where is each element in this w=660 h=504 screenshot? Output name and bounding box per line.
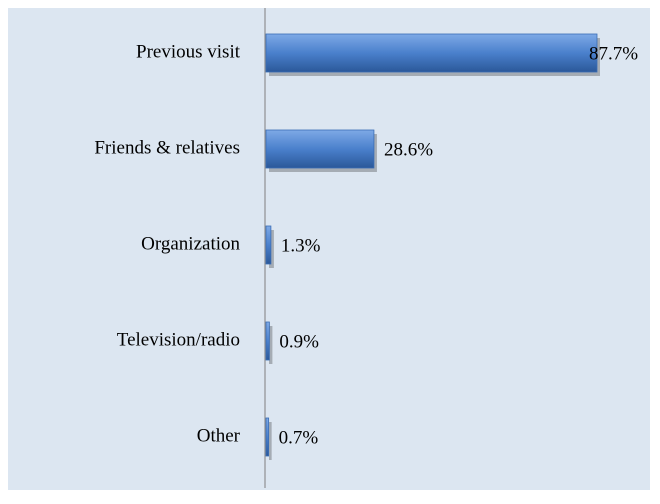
category-label: Other	[197, 425, 241, 446]
bar	[265, 321, 270, 361]
bar	[265, 129, 375, 169]
value-label: 87.7%	[589, 43, 638, 64]
bar-shadow	[269, 326, 273, 364]
bar-shadow	[269, 422, 272, 460]
bar-shadow	[269, 230, 274, 268]
category-label: Television/radio	[117, 329, 240, 350]
bar	[265, 225, 272, 265]
value-label: 28.6%	[384, 139, 433, 160]
category-label: Previous visit	[136, 41, 241, 62]
plot-background	[8, 8, 650, 490]
bar	[265, 33, 598, 73]
bar	[265, 417, 270, 457]
value-label: 1.3%	[281, 235, 321, 256]
category-label: Friends & relatives	[94, 137, 240, 158]
value-label: 0.7%	[279, 427, 319, 448]
value-label: 0.9%	[279, 331, 319, 352]
category-label: Organization	[141, 233, 240, 254]
